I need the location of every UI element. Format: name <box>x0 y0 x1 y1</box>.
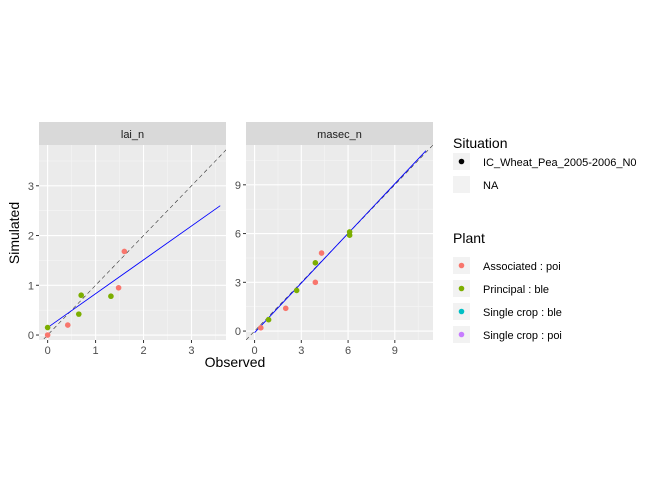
legend-key-point <box>458 262 465 269</box>
data-point <box>265 316 272 323</box>
y-tick-label: 9 <box>235 180 241 192</box>
x-tick-label: 3 <box>188 345 194 357</box>
x-tick-label: 1 <box>93 345 99 357</box>
data-point <box>75 311 82 317</box>
x-tick-label: 9 <box>392 345 398 357</box>
x-tick-label: 6 <box>345 345 351 357</box>
data-point <box>318 250 325 256</box>
y-tick-label: 1 <box>28 280 34 292</box>
legend-label: Single crop : poi <box>483 330 562 342</box>
data-point <box>258 325 264 331</box>
x-tick-label: 3 <box>298 345 304 357</box>
y-tick-label: 3 <box>28 181 34 193</box>
data-point <box>64 322 71 328</box>
x-tick-label: 2 <box>140 345 146 357</box>
x-tick-label: 0 <box>45 345 51 357</box>
panel-masec_n: masec_n 0 3 6 9 0 3 6 9 <box>235 122 433 357</box>
x-tick-label: 0 <box>252 345 258 357</box>
data-point <box>121 248 128 255</box>
legend-label: Principal : ble <box>483 284 549 296</box>
legend-key-point <box>458 158 465 165</box>
data-point <box>312 260 319 266</box>
data-point <box>282 305 289 312</box>
y-tick-label: 2 <box>28 231 34 243</box>
regression-line <box>47 205 221 328</box>
data-point <box>108 293 114 300</box>
panel-plot-area <box>246 145 433 340</box>
legend-title-plant: Plant <box>453 230 485 246</box>
legend-label: Single crop : ble <box>483 307 562 319</box>
y-axis-title: Simulated <box>6 202 22 264</box>
x-axis-title: Observed <box>205 354 266 370</box>
legend-key-point <box>458 285 465 292</box>
data-point <box>44 324 51 331</box>
legend-label: IC_Wheat_Pea_2005-2006_N0 <box>483 157 637 169</box>
panel-plot-area <box>42 149 226 340</box>
panel-lai_n: lai_n 0 1 2 3 0 1 2 3 <box>28 122 226 357</box>
facet-panels: lai_n 0 1 2 3 0 1 2 3 masec_n 0 3 6 9 0 3 6 9 <box>28 122 433 357</box>
data-point <box>346 229 353 235</box>
legend-key <box>453 176 470 193</box>
data-point <box>115 284 122 291</box>
legend-key-point <box>458 331 465 338</box>
y-tick-label: 3 <box>235 277 241 289</box>
legend-label: Associated : poi <box>483 261 561 273</box>
y-tick-label: 0 <box>28 330 34 342</box>
strip-background <box>246 122 433 145</box>
strip-label: lai_n <box>121 129 144 141</box>
data-point <box>78 292 84 299</box>
legend-title-situation: Situation <box>453 135 507 151</box>
y-tick-label: 6 <box>235 229 241 241</box>
y-tick-label: 0 <box>235 326 241 338</box>
strip-background <box>39 122 226 145</box>
strip-label: masec_n <box>317 129 362 141</box>
legend: Situation IC_Wheat_Pea_2005-2006_N0 NA Plan… <box>453 135 637 343</box>
legend-label: NA <box>483 180 499 192</box>
data-point <box>44 332 51 338</box>
panel-background <box>39 145 226 340</box>
data-point <box>312 279 319 286</box>
data-point <box>293 287 300 294</box>
regression-line <box>254 150 427 333</box>
legend-key-point <box>458 308 465 315</box>
